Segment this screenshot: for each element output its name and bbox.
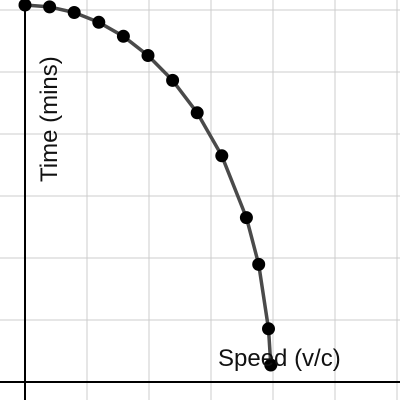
- y-axis-label: Time (mins): [36, 56, 63, 182]
- data-point: [141, 49, 155, 62]
- data-point: [262, 322, 275, 336]
- data-point: [92, 15, 106, 29]
- data-point: [252, 257, 266, 271]
- data-points: [18, 0, 278, 372]
- data-point: [215, 149, 229, 163]
- data-point: [116, 29, 130, 43]
- data-point: [239, 211, 253, 225]
- data-point: [264, 358, 278, 372]
- data-point: [18, 0, 32, 12]
- data-point: [43, 0, 57, 14]
- x-axis-label: Speed (v/c): [218, 345, 341, 372]
- data-point: [67, 6, 81, 19]
- data-point: [166, 73, 180, 87]
- data-point: [190, 106, 204, 120]
